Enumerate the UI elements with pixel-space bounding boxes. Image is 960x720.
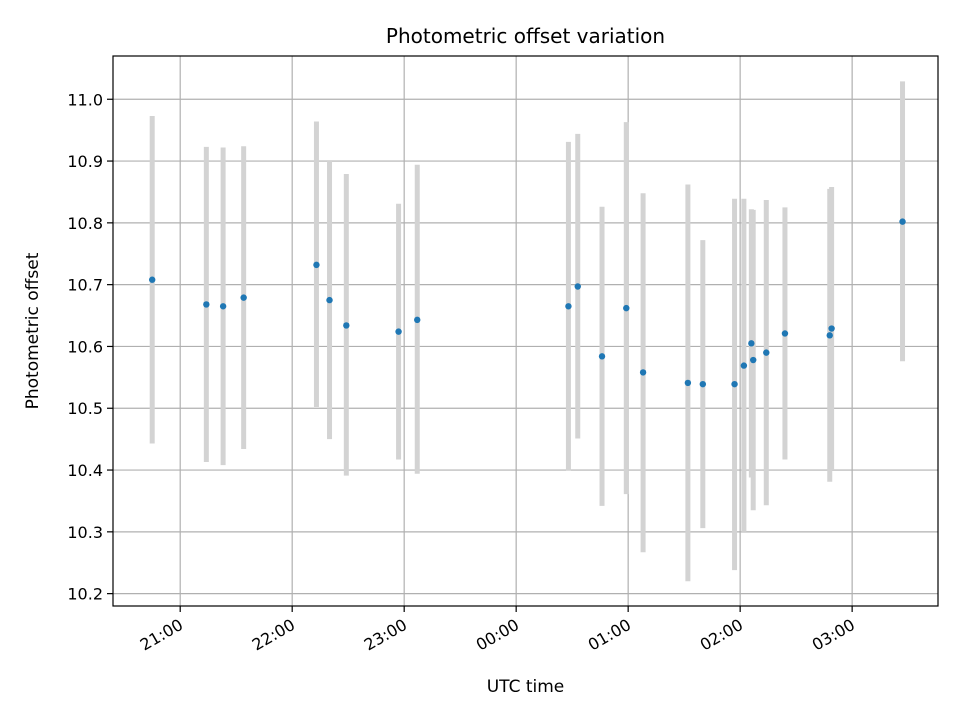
y-tick-label: 10.5 (67, 399, 103, 418)
data-point (219, 303, 227, 310)
data-point (899, 218, 906, 225)
data-point (699, 380, 707, 388)
data-point (240, 294, 247, 301)
y-tick-label: 10.2 (67, 585, 103, 604)
data-point (414, 316, 421, 324)
data-point (828, 325, 835, 332)
error-bars (149, 81, 906, 582)
data-point (203, 301, 210, 308)
data-point (574, 283, 581, 290)
data-point (748, 340, 755, 347)
y-axis-title: Photometric offset (23, 252, 43, 409)
data-point (343, 322, 350, 329)
data-point (781, 330, 789, 337)
data-point (313, 261, 320, 269)
data-point (148, 276, 156, 283)
data-point (826, 332, 833, 339)
y-tick-label: 10.7 (67, 276, 103, 295)
y-tick-label: 11.0 (67, 90, 103, 109)
x-tick-label: 03:00 (809, 615, 858, 655)
x-tick-label: 23:00 (361, 615, 410, 655)
x-tick-label: 00:00 (473, 615, 522, 655)
y-tick-label: 10.4 (67, 461, 103, 480)
grid-lines (113, 56, 938, 606)
axis-ticks: 21:00 22:00 23:00 00:00 01:00 02:00 03:00 10.2 1… (67, 90, 858, 654)
data-point (750, 356, 757, 364)
data-point (395, 328, 402, 335)
plot-frame (112, 55, 939, 607)
data-point (763, 349, 770, 356)
x-tick-label: 21:00 (137, 615, 186, 655)
y-tick-label: 10.6 (67, 337, 103, 356)
y-tick-label: 10.8 (67, 214, 103, 233)
x-tick-label: 02:00 (697, 615, 746, 655)
x-axis-title: UTC time (487, 677, 565, 697)
y-tick-label: 10.9 (67, 152, 103, 171)
data-point (684, 379, 692, 387)
data-point (623, 304, 630, 312)
data-points (148, 218, 906, 388)
data-point (598, 353, 606, 360)
x-tick-label: 01:00 (585, 615, 634, 655)
data-point (326, 296, 333, 304)
y-tick-label: 10.3 (67, 523, 103, 542)
data-point (740, 362, 748, 369)
data-point (565, 303, 572, 310)
x-tick-label: 22:00 (249, 615, 298, 655)
data-point (731, 380, 738, 388)
chart-title: Photometric offset variation (386, 24, 665, 48)
data-point (639, 369, 647, 376)
